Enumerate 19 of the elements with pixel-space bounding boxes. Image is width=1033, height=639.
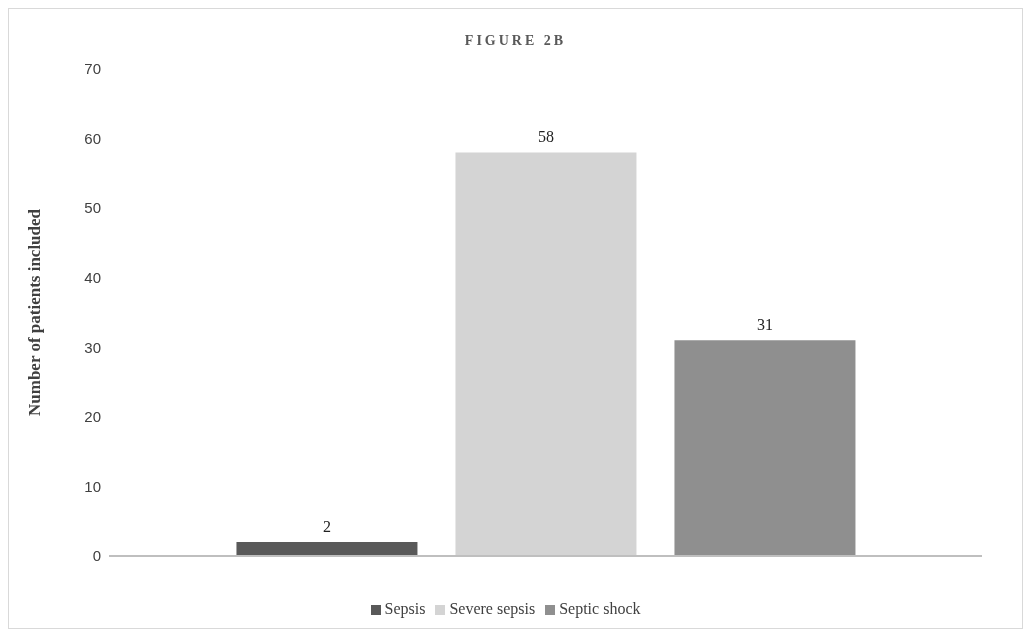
data-label: 31 — [756, 316, 773, 334]
data-label: 58 — [537, 128, 554, 146]
bar — [236, 542, 418, 556]
y-tick-label: 30 — [84, 338, 101, 356]
bar — [455, 152, 637, 556]
y-tick-label: 0 — [92, 547, 101, 565]
y-tick-label: 40 — [84, 269, 101, 287]
y-tick-label: 60 — [84, 129, 101, 147]
chart-title: FIGURE 2B — [463, 33, 568, 49]
y-tick-label: 10 — [84, 477, 101, 495]
bar — [674, 340, 856, 556]
y-tick-label: 50 — [84, 199, 101, 217]
legend-label: Severe sepsis — [449, 600, 536, 617]
y-axis-title: Number of patients included — [25, 208, 45, 417]
y-tick-label: 70 — [84, 60, 101, 78]
legend-label: Septic shock — [559, 600, 641, 617]
y-tick-label: 20 — [84, 408, 101, 426]
legend-label: Sepsis — [384, 600, 426, 617]
data-label: 2 — [322, 518, 331, 536]
